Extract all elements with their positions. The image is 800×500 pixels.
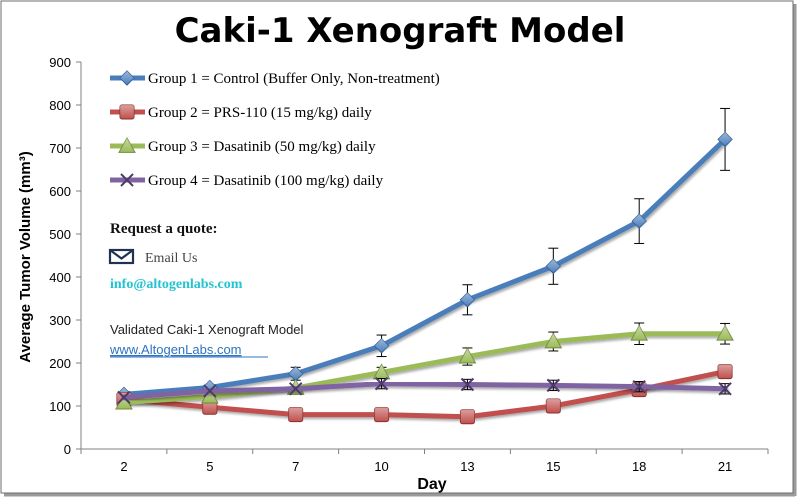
y-tick-label: 0 <box>64 442 71 457</box>
data-point <box>458 347 477 364</box>
series-line <box>121 136 728 397</box>
x-tick-label: 21 <box>718 459 732 474</box>
y-tick-label: 200 <box>49 356 71 371</box>
data-point <box>459 292 476 308</box>
data-point <box>718 382 732 396</box>
y-axis-label: Average Tumor Volume (mm³) <box>17 151 34 362</box>
data-point <box>545 258 562 274</box>
x-tick-group: 2 5 7 10 13 15 18 21 <box>80 449 769 474</box>
legend-item-3: Group 3 = Dasatinib (50 mg/kg) daily <box>110 136 376 155</box>
y-tick-label: 400 <box>49 270 71 285</box>
data-point <box>545 398 561 414</box>
envelope-icon <box>108 248 135 265</box>
x-tick-label: 13 <box>460 459 474 474</box>
series-line <box>121 369 728 420</box>
legend: Group 1 = Control (Buffer Only, Non-trea… <box>110 70 440 189</box>
y-tick-label: 600 <box>49 184 71 199</box>
data-point <box>544 332 563 349</box>
data-point <box>374 407 390 423</box>
x-tick-label: 7 <box>292 459 299 474</box>
series-layer <box>115 107 734 425</box>
legend-label: Group 3 = Dasatinib (50 mg/kg) daily <box>148 139 376 155</box>
data-point <box>717 364 733 380</box>
legend-item-4: Group 4 = Dasatinib (100 mg/kg) daily <box>110 173 384 189</box>
y-tick-label: 700 <box>49 141 71 156</box>
x-tick-label: 18 <box>632 459 646 474</box>
model-caption: Validated Caki-1 Xenograft Model <box>110 322 304 337</box>
y-tick-label: 800 <box>49 98 71 113</box>
legend-label: Group 4 = Dasatinib (100 mg/kg) daily <box>148 173 384 189</box>
data-point <box>546 378 561 393</box>
data-point <box>717 131 733 148</box>
series-line <box>121 331 728 406</box>
data-point <box>203 384 217 398</box>
y-tick-label: 300 <box>49 313 71 328</box>
series-line <box>121 381 728 400</box>
x-tick-label: 10 <box>374 459 388 474</box>
data-point <box>288 382 303 396</box>
legend-marker <box>119 104 135 120</box>
legend-item-1: Group 1 = Control (Buffer Only, Non-trea… <box>110 70 440 87</box>
x-axis-label: Day <box>417 476 446 493</box>
legend-marker <box>119 70 135 86</box>
data-point <box>287 366 304 382</box>
email-us-link[interactable]: Email Us <box>145 251 198 266</box>
data-point <box>117 390 131 405</box>
legend-marker <box>120 173 134 187</box>
data-point <box>630 324 649 341</box>
y-tick-label: 900 <box>49 55 71 70</box>
request-quote-heading: Request a quote: <box>110 221 218 237</box>
y-tick-label: 100 <box>49 399 71 414</box>
x-tick-label: 2 <box>120 459 127 474</box>
legend-item-2: Group 2 = PRS-110 (15 mg/kg) daily <box>110 104 372 121</box>
x-tick-label: 5 <box>206 459 213 474</box>
data-point <box>373 338 390 354</box>
y-tick-label: 500 <box>49 227 71 242</box>
data-point <box>460 377 475 392</box>
email-address-link[interactable]: info@altogenlabs.com <box>110 277 243 292</box>
series-4 <box>117 376 732 405</box>
legend-label: Group 2 = PRS-110 (15 mg/kg) daily <box>148 105 372 121</box>
data-point <box>202 399 218 415</box>
legend-marker <box>118 136 136 153</box>
data-point <box>716 324 734 341</box>
data-point <box>631 213 647 229</box>
x-tick-label: 15 <box>546 459 560 474</box>
data-point <box>374 376 389 391</box>
legend-label: Group 1 = Control (Buffer Only, Non-trea… <box>148 71 440 87</box>
data-point <box>632 379 646 394</box>
website-link[interactable]: www.AltogenLabs.com <box>109 342 242 357</box>
chart-title: Caki-1 Xenograft Model <box>175 11 626 51</box>
y-tick-group: 0 100 200 300 400 500 600 700 800 900 <box>49 55 81 457</box>
data-point <box>459 409 475 425</box>
data-point <box>288 407 304 423</box>
